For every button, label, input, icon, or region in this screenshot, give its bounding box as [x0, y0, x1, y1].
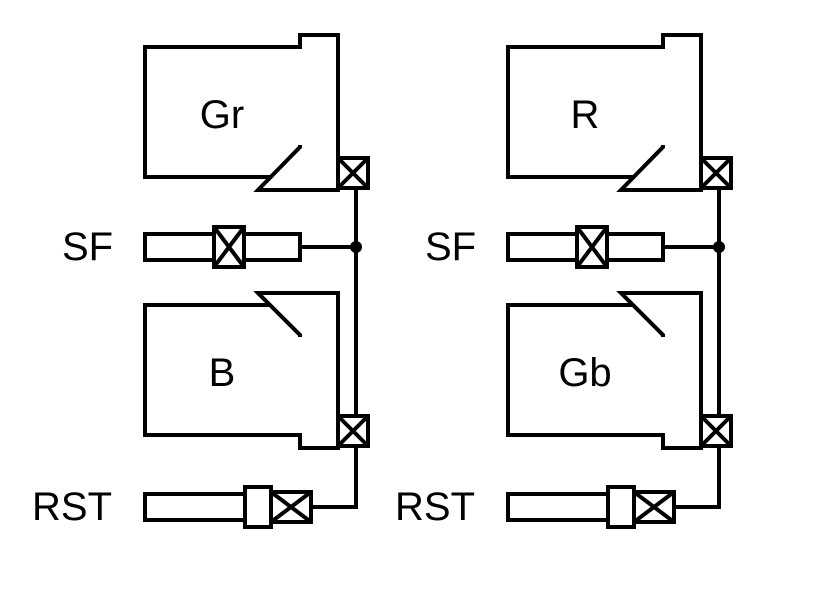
- top-contact-icon: [338, 158, 368, 188]
- circuit-diagram: Gr SF B: [0, 0, 830, 612]
- wire-rst: [674, 446, 719, 507]
- sf-contact-icon: [214, 227, 244, 267]
- rst-contact-icon: [634, 492, 674, 522]
- bottom-block-label: Gb: [558, 351, 611, 395]
- sf-label: SF: [425, 225, 476, 269]
- rst-contact-icon: [271, 492, 311, 522]
- sf-contact-icon: [577, 227, 607, 267]
- left-unit: Gr SF B: [32, 35, 368, 529]
- bottom-contact-icon: [701, 416, 731, 446]
- rst-label: RST: [32, 485, 112, 529]
- rst-bar: [508, 494, 608, 520]
- top-block-label: Gr: [200, 93, 244, 137]
- bottom-contact-icon: [338, 416, 368, 446]
- top-block-label: R: [571, 93, 600, 137]
- rst-bar: [145, 494, 245, 520]
- bottom-block-label: B: [209, 351, 236, 395]
- rst-small-box: [245, 487, 271, 527]
- top-contact-icon: [701, 158, 731, 188]
- right-unit: R SF Gb RST: [395, 35, 731, 529]
- sf-label: SF: [62, 225, 113, 269]
- rst-small-box: [608, 487, 634, 527]
- rst-label: RST: [395, 485, 475, 529]
- wire-rst: [311, 446, 356, 507]
